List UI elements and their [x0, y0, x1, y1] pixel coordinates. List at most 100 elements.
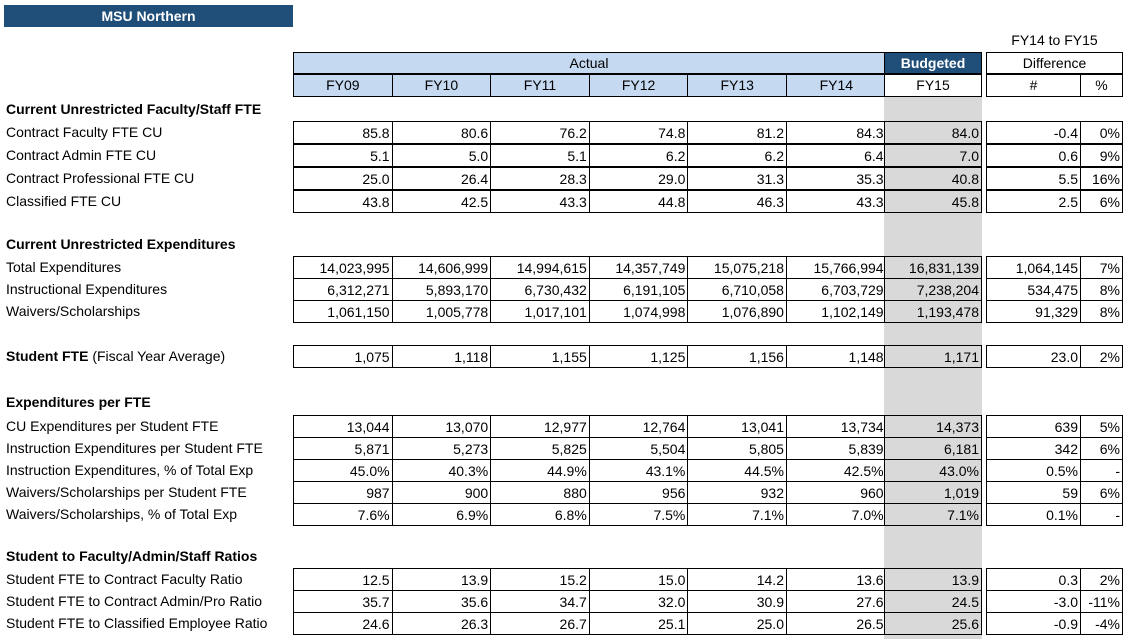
- value-cell: 25.1: [590, 613, 689, 634]
- row-label-text: Waivers/Scholarships, % of Total Exp: [6, 506, 238, 522]
- value-cell: 1,155: [491, 346, 590, 367]
- row-label: Contract Admin FTE CU: [6, 144, 292, 166]
- diff-number-cell: 639: [987, 416, 1081, 437]
- value-cell: 43.8: [294, 191, 393, 212]
- row-label: Student FTE (Fiscal Year Average): [6, 345, 292, 367]
- value-cell: 6,312,271: [294, 279, 393, 300]
- value-cell: 880: [491, 482, 590, 503]
- difference-cells: -0.9 -4%: [986, 612, 1123, 635]
- value-cell: 6,730,432: [491, 279, 590, 300]
- diff-percent-header: %: [1095, 77, 1108, 93]
- difference-cells: 534,475 8%: [986, 278, 1123, 301]
- row-label-text: Contract Admin FTE CU: [6, 147, 157, 163]
- value-cell: 15.0: [590, 569, 689, 590]
- value-cell: 5.1: [491, 145, 590, 166]
- value-cell: 32.0: [590, 591, 689, 612]
- row-label: CU Expenditures per Student FTE: [6, 415, 292, 437]
- value-cell: 14,023,995: [294, 257, 393, 278]
- row-label-text: Student FTE to Classified Employee Ratio: [6, 615, 268, 631]
- budget-value-cell: 1,019: [884, 481, 982, 504]
- value-cell: 44.5%: [688, 460, 787, 481]
- value-cell: 15.2: [491, 569, 590, 590]
- value-cell: 5.1: [294, 145, 393, 166]
- value-cell: 26.5: [856, 616, 884, 632]
- value-cell: 43.3: [491, 191, 590, 212]
- value-cell: 30.9: [688, 591, 787, 612]
- value-cell: 13,070: [393, 416, 492, 437]
- value-cell: 14,994,615: [491, 257, 590, 278]
- value-cell: 25.0: [294, 168, 393, 189]
- row-label: Contract Faculty FTE CU: [6, 121, 292, 143]
- value-cell: 85.8: [294, 122, 393, 143]
- diff-number-header: #: [987, 75, 1081, 96]
- diff-number-cell: 342: [987, 438, 1081, 459]
- value-cell: 932: [688, 482, 787, 503]
- value-cell: 5,839: [848, 441, 884, 457]
- table-row-values: 12.5 13.9 15.2 15.0 14.2 13.6: [293, 568, 885, 591]
- value-cell: 1,125: [590, 346, 689, 367]
- diff-number-cell: 0.3: [987, 569, 1081, 590]
- value-cell: 74.8: [590, 122, 689, 143]
- table-row-values: 14,023,995 14,606,999 14,994,615 14,357,749…: [293, 256, 885, 279]
- diff-number-cell: 5.5: [987, 168, 1081, 189]
- value-cell: 5,871: [294, 438, 393, 459]
- difference-cells: 0.5% -: [986, 459, 1123, 482]
- diff-col-header-row: #%: [986, 74, 1123, 97]
- diff-percent-cell: 16%: [1091, 171, 1120, 187]
- value-cell: 6.2: [688, 145, 787, 166]
- budget-value-cell: 1,171: [884, 345, 982, 368]
- value-cell: 31.3: [688, 168, 787, 189]
- section-title: Student to Faculty/Admin/Staff Ratios: [6, 548, 258, 564]
- value-cell: 12,977: [491, 416, 590, 437]
- value-cell: 6.2: [590, 145, 689, 166]
- value-cell: 80.6: [393, 122, 492, 143]
- difference-cells: 2.5 6%: [986, 190, 1123, 213]
- table-row-values: 5.1 5.0 5.1 6.2 6.2 6.4: [293, 144, 885, 167]
- value-cell: 42.5: [393, 191, 492, 212]
- budget-value-cell: 45.8: [884, 190, 982, 213]
- value-cell: 1,075: [294, 346, 393, 367]
- diff-percent-cell: -: [1115, 463, 1120, 479]
- table-row-values: 6,312,271 5,893,170 6,730,432 6,191,105 6,71…: [293, 278, 885, 301]
- value-cell: 24.6: [294, 613, 393, 634]
- value-cell: 6,191,105: [590, 279, 689, 300]
- value-cell: 7.6%: [294, 504, 393, 525]
- diff-percent-cell: -: [1115, 507, 1120, 523]
- budget-value-cell: 43.0%: [884, 459, 982, 482]
- diff-number-cell: 23.0: [987, 346, 1081, 367]
- value-cell: 12,764: [590, 416, 689, 437]
- value-cell: 1,148: [848, 349, 884, 365]
- year-header-cell: FY11: [491, 75, 590, 96]
- org-title: MSU Northern: [4, 5, 293, 27]
- value-cell: 1,005,778: [393, 301, 492, 322]
- table-row-values: 1,061,150 1,005,778 1,017,101 1,074,998 1,07…: [293, 300, 885, 323]
- value-cell: 14,606,999: [393, 257, 492, 278]
- difference-cells: 0.3 2%: [986, 568, 1123, 591]
- section-title: Expenditures per FTE: [6, 394, 151, 410]
- value-cell: 7.5%: [590, 504, 689, 525]
- row-label-text: Student FTE to Contract Admin/Pro Ratio: [6, 593, 263, 609]
- year-header-cell: FY09: [294, 75, 393, 96]
- row-label-text: Instruction Expenditures per Student FTE: [6, 440, 263, 456]
- value-cell: 6.8%: [491, 504, 590, 525]
- difference-cells: 5.5 16%: [986, 167, 1123, 190]
- table-row-values: 45.0% 40.3% 44.9% 43.1% 44.5% 42.5%: [293, 459, 885, 482]
- row-label: Waivers/Scholarships per Student FTE: [6, 481, 292, 503]
- diff-number-cell: 91,329: [987, 301, 1081, 322]
- difference-cells: 639 5%: [986, 415, 1123, 438]
- difference-cells: 0.6 9%: [986, 144, 1123, 167]
- value-cell: 5,805: [688, 438, 787, 459]
- row-label: Total Expenditures: [6, 256, 292, 278]
- value-cell: 987: [294, 482, 393, 503]
- difference-cells: 342 6%: [986, 437, 1123, 460]
- value-cell: 26.3: [393, 613, 492, 634]
- value-cell: 1,017,101: [491, 301, 590, 322]
- value-cell: 1,061,150: [294, 301, 393, 322]
- value-cell: 27.6: [856, 594, 884, 610]
- value-cell: 6.4: [864, 148, 884, 164]
- value-cell: 6.9%: [393, 504, 492, 525]
- value-cell: 6,703,729: [821, 282, 884, 298]
- value-cell: 1,076,890: [688, 301, 787, 322]
- diff-number-cell: 0.5%: [987, 460, 1081, 481]
- diff-number-cell: -0.9: [987, 613, 1081, 634]
